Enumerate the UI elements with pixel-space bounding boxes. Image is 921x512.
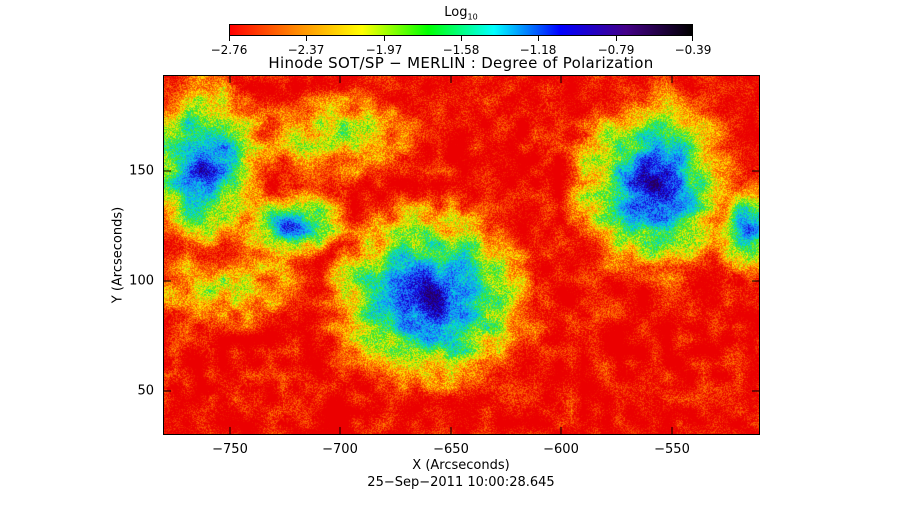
polarization-map-image [163,75,760,435]
colorbar-title: Log10 [444,5,478,22]
x-tick-label: −750 [212,442,248,457]
colorbar-tick [229,36,230,41]
colorbar-tick-label: −2.37 [287,43,325,57]
colorbar-tick [538,36,539,41]
colorbar [229,24,693,36]
colorbar-tick [616,36,617,41]
colorbar-ticks [229,36,693,42]
y-axis-label: Y (Arcseconds) [110,206,126,304]
colorbar-tick-label: −1.18 [519,43,557,57]
y-tick-label: 50 [137,383,154,399]
colorbar-tick [306,36,307,41]
x-tick-label: −700 [322,442,358,457]
colorbar-tick-label: −0.79 [597,43,635,57]
x-tick-label: −600 [543,442,579,457]
colorbar-tick-label: −0.39 [674,43,712,57]
x-tick-label: −650 [433,442,469,457]
colorbar-tick [384,36,385,41]
colorbar-tick-label: −1.58 [442,43,480,57]
colorbar-tick-label: −1.97 [365,43,403,57]
colorbar-tick [692,36,693,41]
x-tick-label: −550 [654,442,690,457]
y-tick-label: 150 [129,163,154,179]
plot-title: Hinode SOT/SP − MERLIN : Degree of Polar… [268,54,654,72]
colorbar-tick-label: −2.76 [210,43,248,57]
colorbar-tick [461,36,462,41]
observation-timestamp: 25−Sep−2011 10:00:28.645 [367,475,555,490]
y-tick-label: 100 [129,273,154,289]
x-axis-label: X (Arcseconds) [412,458,510,473]
